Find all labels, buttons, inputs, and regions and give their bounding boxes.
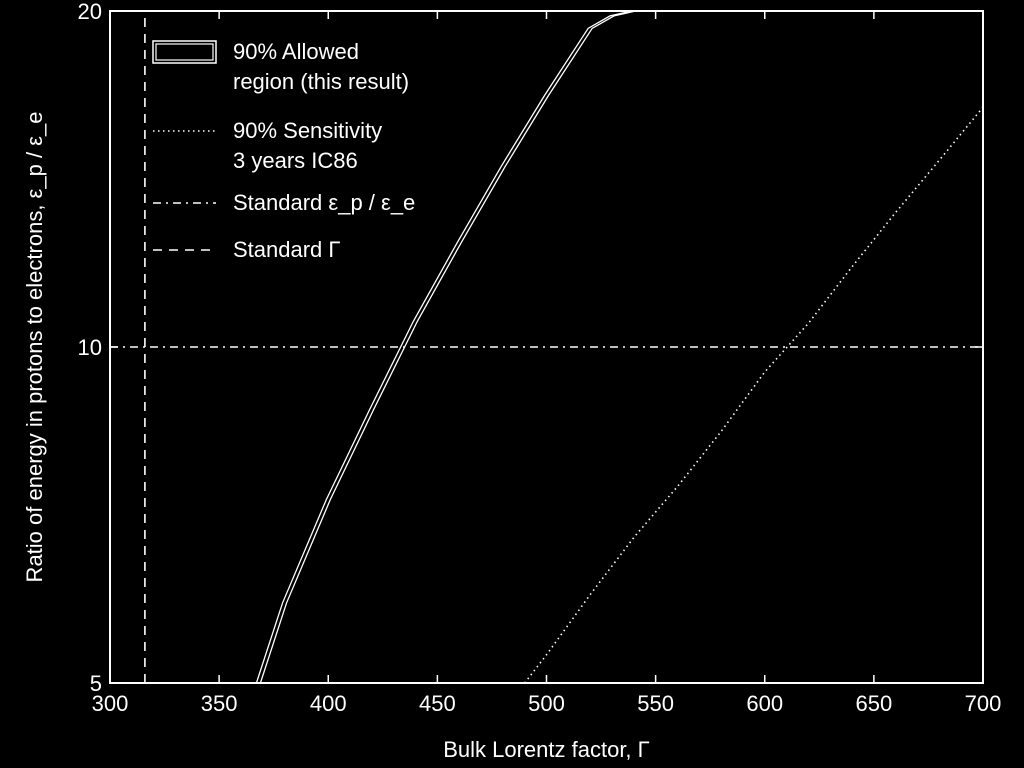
x-tick-label: 500 [528, 691, 565, 716]
x-tick-label: 450 [419, 691, 456, 716]
x-tick-label: 300 [92, 691, 129, 716]
legend-label: 90% Allowed [233, 39, 359, 64]
x-tick-label: 350 [201, 691, 238, 716]
series-line [255, 10, 632, 684]
y-axis-title: Ratio of energy in protons to electrons,… [22, 112, 47, 583]
y-tick-label: 10 [78, 335, 102, 360]
series-layer [110, 10, 984, 684]
series-line [524, 106, 984, 684]
legend-label: Standard ε_p / ε_e [233, 190, 415, 215]
x-axis-title: Bulk Lorentz factor, Γ [443, 737, 650, 762]
legend-item-3: Standard Γ [153, 237, 341, 262]
legend-swatch-inner [155, 43, 214, 61]
series-line [259, 10, 636, 684]
legend: 90% Allowed region (this result) 90% Sensi… [152, 39, 415, 262]
x-tick-label: 400 [310, 691, 347, 716]
x-tick-label: 700 [965, 691, 1002, 716]
legend-label: region (this result) [233, 69, 409, 94]
legend-swatch-box [152, 40, 217, 64]
x-tick-label: 650 [856, 691, 893, 716]
legend-label: 90% Sensitivity [233, 118, 382, 143]
legend-item-1: 90% Sensitivity 3 years IC86 [153, 118, 382, 173]
series-0 [255, 10, 636, 684]
y-tick-label: 20 [78, 0, 102, 24]
x-tick-label: 600 [746, 691, 783, 716]
legend-label: 3 years IC86 [233, 148, 358, 173]
x-tick-label: 550 [637, 691, 674, 716]
ticks-layer: 300 350 400 450 500 550 600 650 700 5 10 20 [78, 0, 1002, 716]
legend-label: Standard Γ [233, 237, 341, 262]
y-tick-label: 5 [90, 671, 102, 696]
series-1 [524, 106, 984, 684]
legend-item-2: Standard ε_p / ε_e [153, 190, 415, 215]
legend-item-0: 90% Allowed region (this result) [152, 39, 409, 94]
